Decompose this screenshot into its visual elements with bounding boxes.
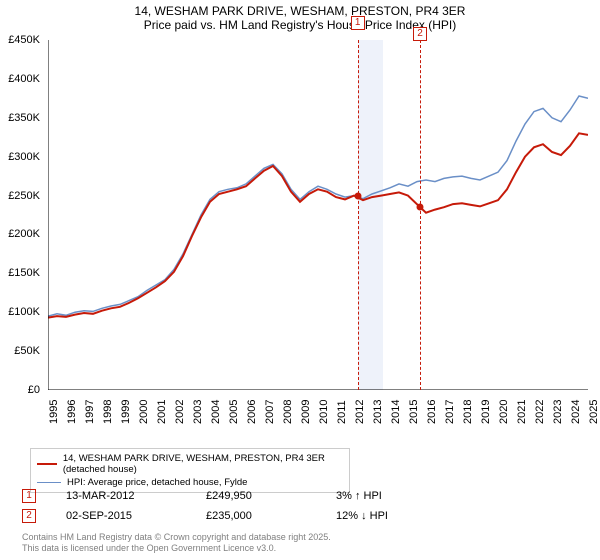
x-tick-label: 2016 [426,400,438,424]
x-tick-label: 2014 [390,400,402,424]
marker-dot-2 [417,204,424,211]
y-tick-label: £50K [14,345,40,357]
x-tick-label: 2005 [228,400,240,424]
transaction-price: £235,000 [206,510,336,522]
y-tick-label: £250K [8,190,40,202]
y-tick-label: £0 [28,384,40,396]
x-tick-label: 2000 [138,400,150,424]
x-tick-label: 2004 [210,400,222,424]
x-tick-label: 2022 [534,400,546,424]
x-tick-label: 1995 [48,400,60,424]
y-tick-label: £100K [8,306,40,318]
x-tick-label: 2011 [336,400,348,424]
x-axis: 1995 1996 1997 1998 1999 2000 2001 2002 2003 2004… [48,390,588,440]
x-tick-label: 2024 [570,400,582,424]
y-tick-label: £150K [8,267,40,279]
x-tick-label: 2021 [516,400,528,424]
x-tick-label: 2023 [552,400,564,424]
transaction-row: 2 02-SEP-2015£235,00012% ↓ HPI [22,506,578,526]
y-tick-label: £350K [8,112,40,124]
title-block: 14, WESHAM PARK DRIVE, WESHAM, PRESTON, … [0,0,600,34]
title-subtitle: Price paid vs. HM Land Registry's House … [0,18,600,32]
transaction-marker-box: 1 [22,489,36,503]
x-tick-label: 1996 [66,400,78,424]
transaction-rows: 1 13-MAR-2012£249,9503% ↑ HPI 2 02-SEP-2015… [22,486,578,526]
legend-swatch [37,482,61,483]
marker-line-2 [420,40,421,390]
x-tick-label: 1999 [120,400,132,424]
title-address: 14, WESHAM PARK DRIVE, WESHAM, PRESTON, … [0,4,600,18]
x-tick-label: 2008 [282,400,294,424]
x-tick-label: 2012 [354,400,366,424]
x-tick-label: 2025 [588,400,600,424]
footer-line1: Contains HM Land Registry data © Crown c… [22,532,331,543]
y-tick-label: £450K [8,34,40,46]
x-tick-label: 1998 [102,400,114,424]
transaction-date: 13-MAR-2012 [66,490,206,502]
x-tick-label: 2010 [318,400,330,424]
x-tick-label: 2017 [444,400,456,424]
x-tick-label: 2015 [408,400,420,424]
marker-label-1: 1 [351,16,365,30]
legend-row: 14, WESHAM PARK DRIVE, WESHAM, PRESTON, … [31,452,349,476]
x-tick-label: 2006 [246,400,258,424]
x-tick-label: 2013 [372,400,384,424]
x-tick-label: 2007 [264,400,276,424]
transaction-pct: 12% ↓ HPI [336,510,466,522]
legend-label: 14, WESHAM PARK DRIVE, WESHAM, PRESTON, … [63,453,343,475]
x-tick-label: 2020 [498,400,510,424]
x-tick-label: 1997 [84,400,96,424]
transaction-price: £249,950 [206,490,336,502]
x-tick-label: 2002 [174,400,186,424]
y-tick-label: £300K [8,151,40,163]
footer-line2: This data is licensed under the Open Gov… [22,543,331,554]
chart-container: 14, WESHAM PARK DRIVE, WESHAM, PRESTON, … [0,0,600,560]
plot-svg [48,40,588,390]
marker-dot-1 [354,192,361,199]
transaction-row: 1 13-MAR-2012£249,9503% ↑ HPI [22,486,578,506]
y-axis: £0£50K£100K£150K£200K£250K£300K£350K£400… [0,40,44,390]
footer-attribution: Contains HM Land Registry data © Crown c… [22,532,331,554]
x-tick-label: 2018 [462,400,474,424]
y-tick-label: £200K [8,228,40,240]
marker-label-2: 2 [413,27,427,41]
x-tick-label: 2009 [300,400,312,424]
x-tick-label: 2019 [480,400,492,424]
legend-swatch [37,463,57,465]
transaction-marker-box: 2 [22,509,36,523]
transaction-pct: 3% ↑ HPI [336,490,466,502]
marker-line-1 [358,40,359,390]
transaction-date: 02-SEP-2015 [66,510,206,522]
x-tick-label: 2003 [192,400,204,424]
y-tick-label: £400K [8,73,40,85]
x-tick-label: 2001 [156,400,168,424]
chart-plot-area: 12 [48,40,588,390]
series-hpi [48,96,588,316]
